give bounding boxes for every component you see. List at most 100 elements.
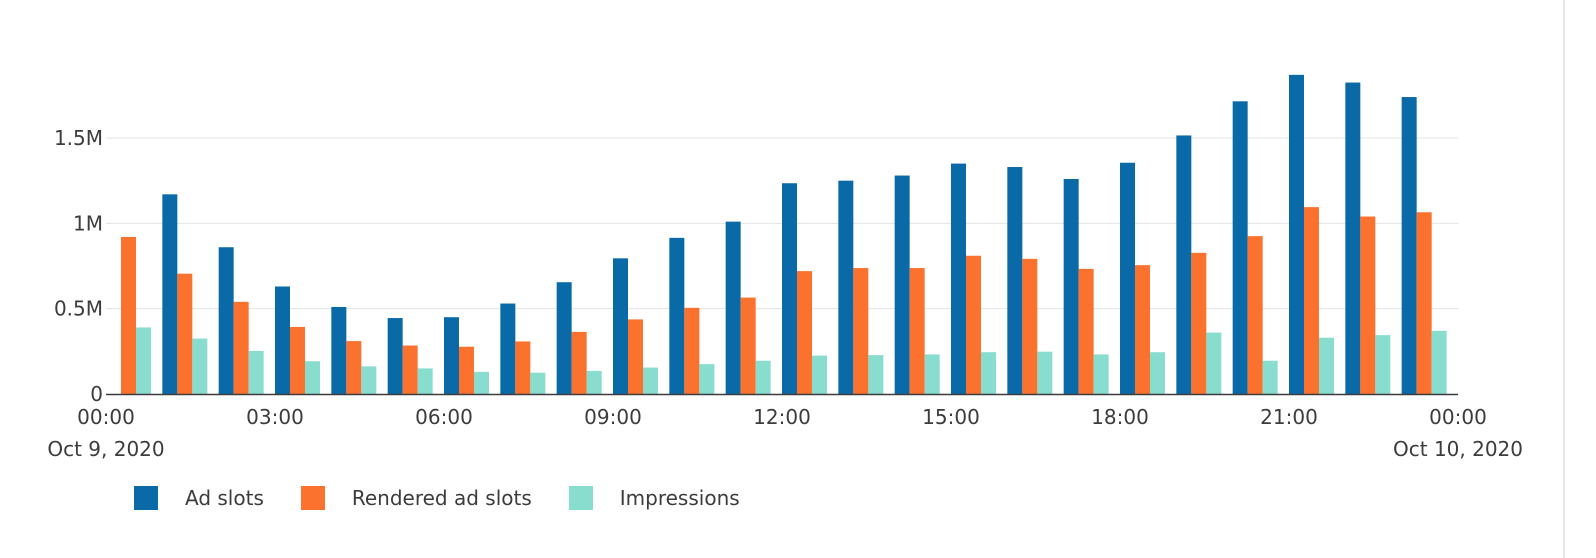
bar-ad-slots[interactable] [725,221,741,394]
bar-ad-slots[interactable] [1007,167,1023,394]
x-tick-label: 00:00 [1429,405,1487,429]
bar-impressions[interactable] [136,327,151,394]
bar-ad-slots[interactable] [838,180,854,394]
bar-rendered-ad-slots[interactable] [1416,212,1432,394]
x-tick-label: 03:00 [246,405,304,429]
bar-rendered-ad-slots[interactable] [1360,216,1376,394]
bar-ad-slots[interactable] [331,306,347,394]
bar-ad-slots[interactable] [1120,162,1135,394]
bar-rendered-ad-slots[interactable] [853,268,869,394]
legend-item-rendered-ad-slots[interactable]: Rendered ad slots [300,486,532,510]
bar-impressions[interactable] [981,352,996,394]
bar-rendered-ad-slots[interactable] [1078,268,1094,394]
bar-impressions[interactable] [643,367,658,394]
y-tick-label: 0.5M [54,297,103,321]
bar-ad-slots[interactable] [556,282,572,394]
legend-swatch-impressions [568,486,593,510]
bar-rendered-ad-slots[interactable] [1135,265,1150,394]
bar-impressions[interactable] [1375,335,1391,394]
bar-chart: 0 0.5M 1M 1.5M 00:00 Oct 9, 2020 03:00 06:00 09:… [47,74,1523,461]
bar-rendered-ad-slots[interactable] [1247,236,1263,394]
bar-ad-slots[interactable] [1232,101,1248,394]
bar-impressions[interactable] [305,361,320,394]
bar-rendered-ad-slots[interactable] [1022,258,1038,394]
bar-impressions[interactable] [699,364,715,394]
bar-ad-slots[interactable] [444,317,459,394]
bar-ad-slots[interactable] [669,237,685,394]
bar-rendered-ad-slots[interactable] [684,307,700,394]
bar-rendered-ad-slots[interactable] [346,341,362,394]
legend-label-ad-slots: Ad slots [185,486,264,510]
bar-impressions[interactable] [1319,337,1334,394]
bar-ad-slots[interactable] [162,194,178,394]
y-tick-label: 1.5M [54,126,103,150]
bar-impressions[interactable] [361,366,377,394]
bar-ad-slots[interactable] [951,163,966,394]
bar-rendered-ad-slots[interactable] [571,331,587,394]
bar-ad-slots[interactable] [387,318,403,394]
bar-impressions[interactable] [812,355,827,394]
y-tick-label: 1M [73,211,103,235]
bar-impressions[interactable] [1037,351,1053,394]
bar-ad-slots[interactable] [894,175,910,394]
bar-impressions[interactable] [1150,352,1165,394]
bar-impressions[interactable] [1206,332,1222,394]
bar-ad-slots[interactable] [1345,82,1361,395]
x-tick-label: 18:00 [1091,405,1149,429]
bar-impressions[interactable] [1431,330,1447,394]
bar-rendered-ad-slots[interactable] [1304,207,1319,394]
bar-impressions[interactable] [586,370,602,394]
bar-ad-slots[interactable] [1401,97,1417,394]
legend-label-impressions: Impressions [619,486,740,510]
bar-rendered-ad-slots[interactable] [909,268,925,394]
x-tick-label: 21:00 [1260,405,1318,429]
panel-divider [1563,0,1565,558]
bar-rendered-ad-slots[interactable] [797,271,812,394]
bar-impressions[interactable] [924,354,940,394]
bar-impressions[interactable] [755,360,771,394]
legend-swatch-ad-slots [134,486,158,510]
x-tick-label: 15:00 [922,405,980,429]
bar-rendered-ad-slots[interactable] [402,345,418,394]
legend-item-ad-slots[interactable]: Ad slots [134,486,264,510]
bar-rendered-ad-slots[interactable] [459,346,474,394]
legend-item-impressions[interactable]: Impressions [568,486,740,510]
bar-rendered-ad-slots[interactable] [290,326,305,394]
bars [121,74,1447,395]
bar-rendered-ad-slots[interactable] [177,273,193,394]
legend-swatch-rendered-ad-slots [300,486,325,510]
legend-label-rendered-ad-slots: Rendered ad slots [351,486,532,510]
bar-impressions[interactable] [192,338,208,394]
axes: 0 0.5M 1M 1.5M 00:00 Oct 9, 2020 03:00 06:00 09:… [47,126,1523,461]
bar-impressions[interactable] [530,372,546,394]
bar-ad-slots[interactable] [1289,74,1304,394]
x-tick-label: 00:00 [77,405,135,429]
bar-rendered-ad-slots[interactable] [966,255,981,394]
bar-rendered-ad-slots[interactable] [233,301,249,394]
bar-impressions[interactable] [1262,360,1278,394]
bar-impressions[interactable] [868,355,884,394]
x-tick-label: 06:00 [415,405,473,429]
bar-impressions[interactable] [248,350,264,394]
bar-rendered-ad-slots[interactable] [515,341,531,394]
bar-ad-slots[interactable] [218,247,234,394]
bar-ad-slots[interactable] [782,183,797,394]
bar-impressions[interactable] [474,371,489,394]
x-tick-label: 09:00 [584,405,642,429]
bar-rendered-ad-slots[interactable] [1191,252,1207,394]
x-tick-label: 12:00 [753,405,811,429]
bar-rendered-ad-slots[interactable] [740,297,756,394]
bar-ad-slots[interactable] [275,286,290,394]
bar-ad-slots[interactable] [1063,178,1079,394]
bar-impressions[interactable] [417,368,433,394]
bar-ad-slots[interactable] [613,258,628,394]
bar-rendered-ad-slots[interactable] [121,236,136,394]
bar-ad-slots[interactable] [500,303,516,394]
x-tick-date-label: Oct 9, 2020 [47,437,164,461]
x-tick-date-label: Oct 10, 2020 [1393,437,1523,461]
legend: Ad slots Rendered ad slots Impressions [134,486,777,510]
bar-impressions[interactable] [1093,354,1109,394]
bar-rendered-ad-slots[interactable] [628,319,643,394]
y-tick-label: 0 [90,382,103,406]
bar-ad-slots[interactable] [1176,135,1192,394]
